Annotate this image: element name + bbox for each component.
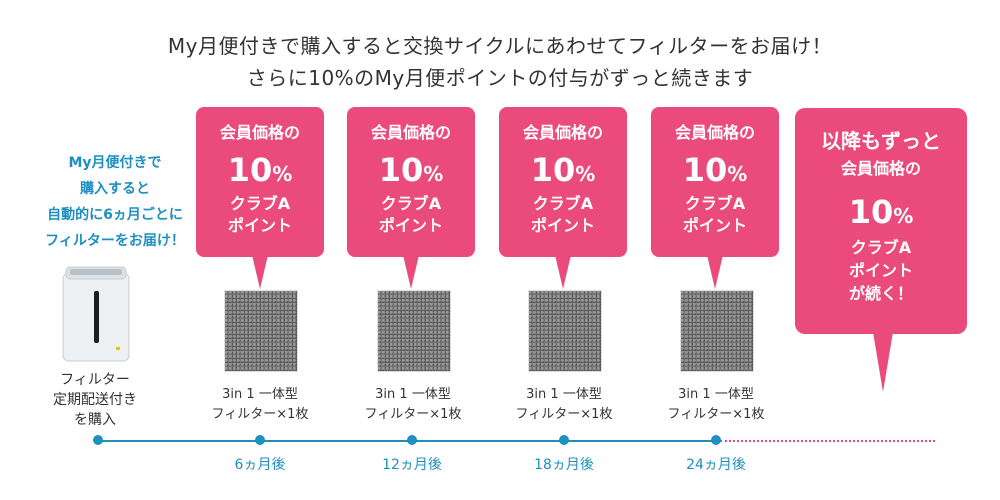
bubble-line: クラブA <box>850 238 912 257</box>
timeline-label-6m: 6ヵ月後 <box>234 457 286 473</box>
timeline-continuation <box>720 440 935 442</box>
intro-text: My月便付きで 購入すると 自動的に6ヵ月ごとに フィルターをお届け！ <box>20 150 210 254</box>
intro-line: 購入すると <box>80 181 150 197</box>
bubble-line: ポイント <box>227 216 292 235</box>
timeline-dot <box>711 435 721 445</box>
timeline-dot <box>407 435 417 445</box>
caption-line: フィルター×1枚 <box>364 407 462 422</box>
points-bubble-12m: 会員価格の 10% クラブA ポイント <box>347 107 475 289</box>
percent-number: 10 <box>848 193 894 231</box>
header: My月便付きで購入すると交換サイクルにあわせてフィルターをお届け！ さらに10%… <box>0 30 1000 94</box>
timeline-label-24m: 24ヵ月後 <box>686 457 746 473</box>
intro-line: フィルターをお届け！ <box>45 233 185 249</box>
percent-sign: % <box>423 162 444 186</box>
purifier-caption: フィルター 定期配送付き を購入 <box>40 370 150 430</box>
intro-line: 自動的に6ヵ月ごとに <box>47 207 183 223</box>
bubble-line: 会員価格の <box>370 123 451 142</box>
timeline-dot <box>255 435 265 445</box>
bubble-line: ポイント <box>530 216 595 235</box>
bubble-line: ポイント <box>378 216 443 235</box>
filter-image <box>377 290 451 372</box>
percent-sign: % <box>272 162 293 186</box>
bubble-line: 会員価格の <box>840 159 921 178</box>
bubble-percent: 10% <box>347 151 475 193</box>
timeline-label-12m: 12ヵ月後 <box>382 457 442 473</box>
percent-number: 10 <box>682 151 728 189</box>
bubble-percent: 10% <box>196 151 324 193</box>
bubble-line: が続く！ <box>848 284 913 303</box>
bubble-percent: 10% <box>795 192 967 236</box>
percent-sign: % <box>575 162 596 186</box>
intro-line: My月便付きで <box>68 155 162 171</box>
bubble-heading: 以降もずっと <box>821 129 941 153</box>
bubble-line: クラブA <box>532 194 594 213</box>
percent-number: 10 <box>227 151 273 189</box>
bubble-line: クラブA <box>684 194 746 213</box>
points-bubble-ongoing: 以降もずっと 会員価格の 10% クラブA ポイント が続く！ <box>795 108 967 392</box>
points-bubble-18m: 会員価格の 10% クラブA ポイント <box>499 107 627 289</box>
filter-image <box>224 290 298 372</box>
filter-caption: 3in 1 一体型 フィルター×1枚 <box>494 385 634 425</box>
caption-line: 3in 1 一体型 <box>678 387 754 402</box>
timeline-label-18m: 18ヵ月後 <box>534 457 594 473</box>
percent-number: 10 <box>530 151 576 189</box>
percent-number: 10 <box>378 151 424 189</box>
air-purifier-image <box>62 266 130 362</box>
filter-image <box>680 290 754 372</box>
header-line-2: さらに10%のMy月便ポイントの付与がずっと続きます <box>246 66 754 90</box>
bubble-line: 会員価格の <box>674 123 755 142</box>
filter-image <box>528 290 602 372</box>
header-line-1: My月便付きで購入すると交換サイクルにあわせてフィルターをお届け！ <box>167 34 833 58</box>
bubble-line: 会員価格の <box>522 123 603 142</box>
timeline-dot <box>559 435 569 445</box>
caption-line: を購入 <box>74 412 116 428</box>
caption-line: 3in 1 一体型 <box>526 387 602 402</box>
bubble-line: クラブA <box>380 194 442 213</box>
percent-sign: % <box>727 162 748 186</box>
percent-sign: % <box>893 204 914 228</box>
caption-line: フィルター×1枚 <box>515 407 613 422</box>
caption-line: 3in 1 一体型 <box>222 387 298 402</box>
bubble-percent: 10% <box>651 151 779 193</box>
filter-caption: 3in 1 一体型 フィルター×1枚 <box>343 385 483 425</box>
bubble-line: ポイント <box>682 216 747 235</box>
bubble-percent: 10% <box>499 151 627 193</box>
points-bubble-24m: 会員価格の 10% クラブA ポイント <box>651 107 779 289</box>
timeline-dot <box>93 435 103 445</box>
caption-line: 定期配送付き <box>53 392 137 408</box>
bubble-line: ポイント <box>848 261 913 280</box>
caption-line: フィルター×1枚 <box>667 407 765 422</box>
bubble-line: 会員価格の <box>219 123 300 142</box>
caption-line: 3in 1 一体型 <box>375 387 451 402</box>
filter-caption: 3in 1 一体型 フィルター×1枚 <box>190 385 330 425</box>
bubble-line: クラブA <box>229 194 291 213</box>
caption-line: フィルター×1枚 <box>211 407 309 422</box>
caption-line: フィルター <box>60 372 130 388</box>
filter-caption: 3in 1 一体型 フィルター×1枚 <box>646 385 786 425</box>
points-bubble-6m: 会員価格の 10% クラブA ポイント <box>196 107 324 289</box>
